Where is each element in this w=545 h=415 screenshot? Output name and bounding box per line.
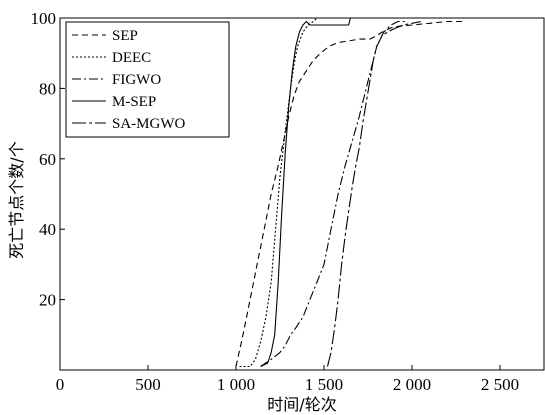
x-tick-label: 1 500 — [305, 375, 343, 394]
x-tick-label: 2 500 — [481, 375, 519, 394]
legend-label: M-SEP — [112, 94, 156, 110]
series-line-1 — [235, 20, 463, 367]
y-axis-label: 死亡节点个数/个 — [7, 141, 26, 258]
series-line-2 — [239, 17, 318, 368]
series-line-4 — [260, 17, 351, 367]
legend-label: DEEC — [112, 50, 151, 66]
y-tick-label: 20 — [39, 291, 56, 310]
x-tick-label: 0 — [56, 375, 65, 394]
series-line-3 — [260, 20, 405, 367]
series-line-5 — [326, 20, 421, 367]
series-group — [235, 17, 463, 368]
legend: SEP DEEC FIGWO M-SEP SA-MGWO — [65, 21, 230, 138]
x-tick-label: 500 — [135, 375, 161, 394]
x-tick-label: 2 000 — [393, 375, 431, 394]
plot-frame — [59, 17, 545, 371]
y-tick-label: 100 — [31, 9, 57, 28]
legend-label: SA-MGWO — [112, 116, 185, 132]
y-tick-label: 40 — [39, 220, 56, 239]
legend-label: SEP — [112, 28, 138, 44]
y-tick-label: 60 — [39, 150, 56, 169]
x-axis-label: 时间/轮次 — [267, 395, 336, 414]
x-tick-label: 1 000 — [217, 375, 255, 394]
y-tick-label: 80 — [39, 79, 56, 98]
legend-label: FIGWO — [112, 72, 161, 88]
axis-ticks: 0 500 1 000 1 500 2 000 2 500 20 40 60 80 100 — [31, 9, 520, 394]
